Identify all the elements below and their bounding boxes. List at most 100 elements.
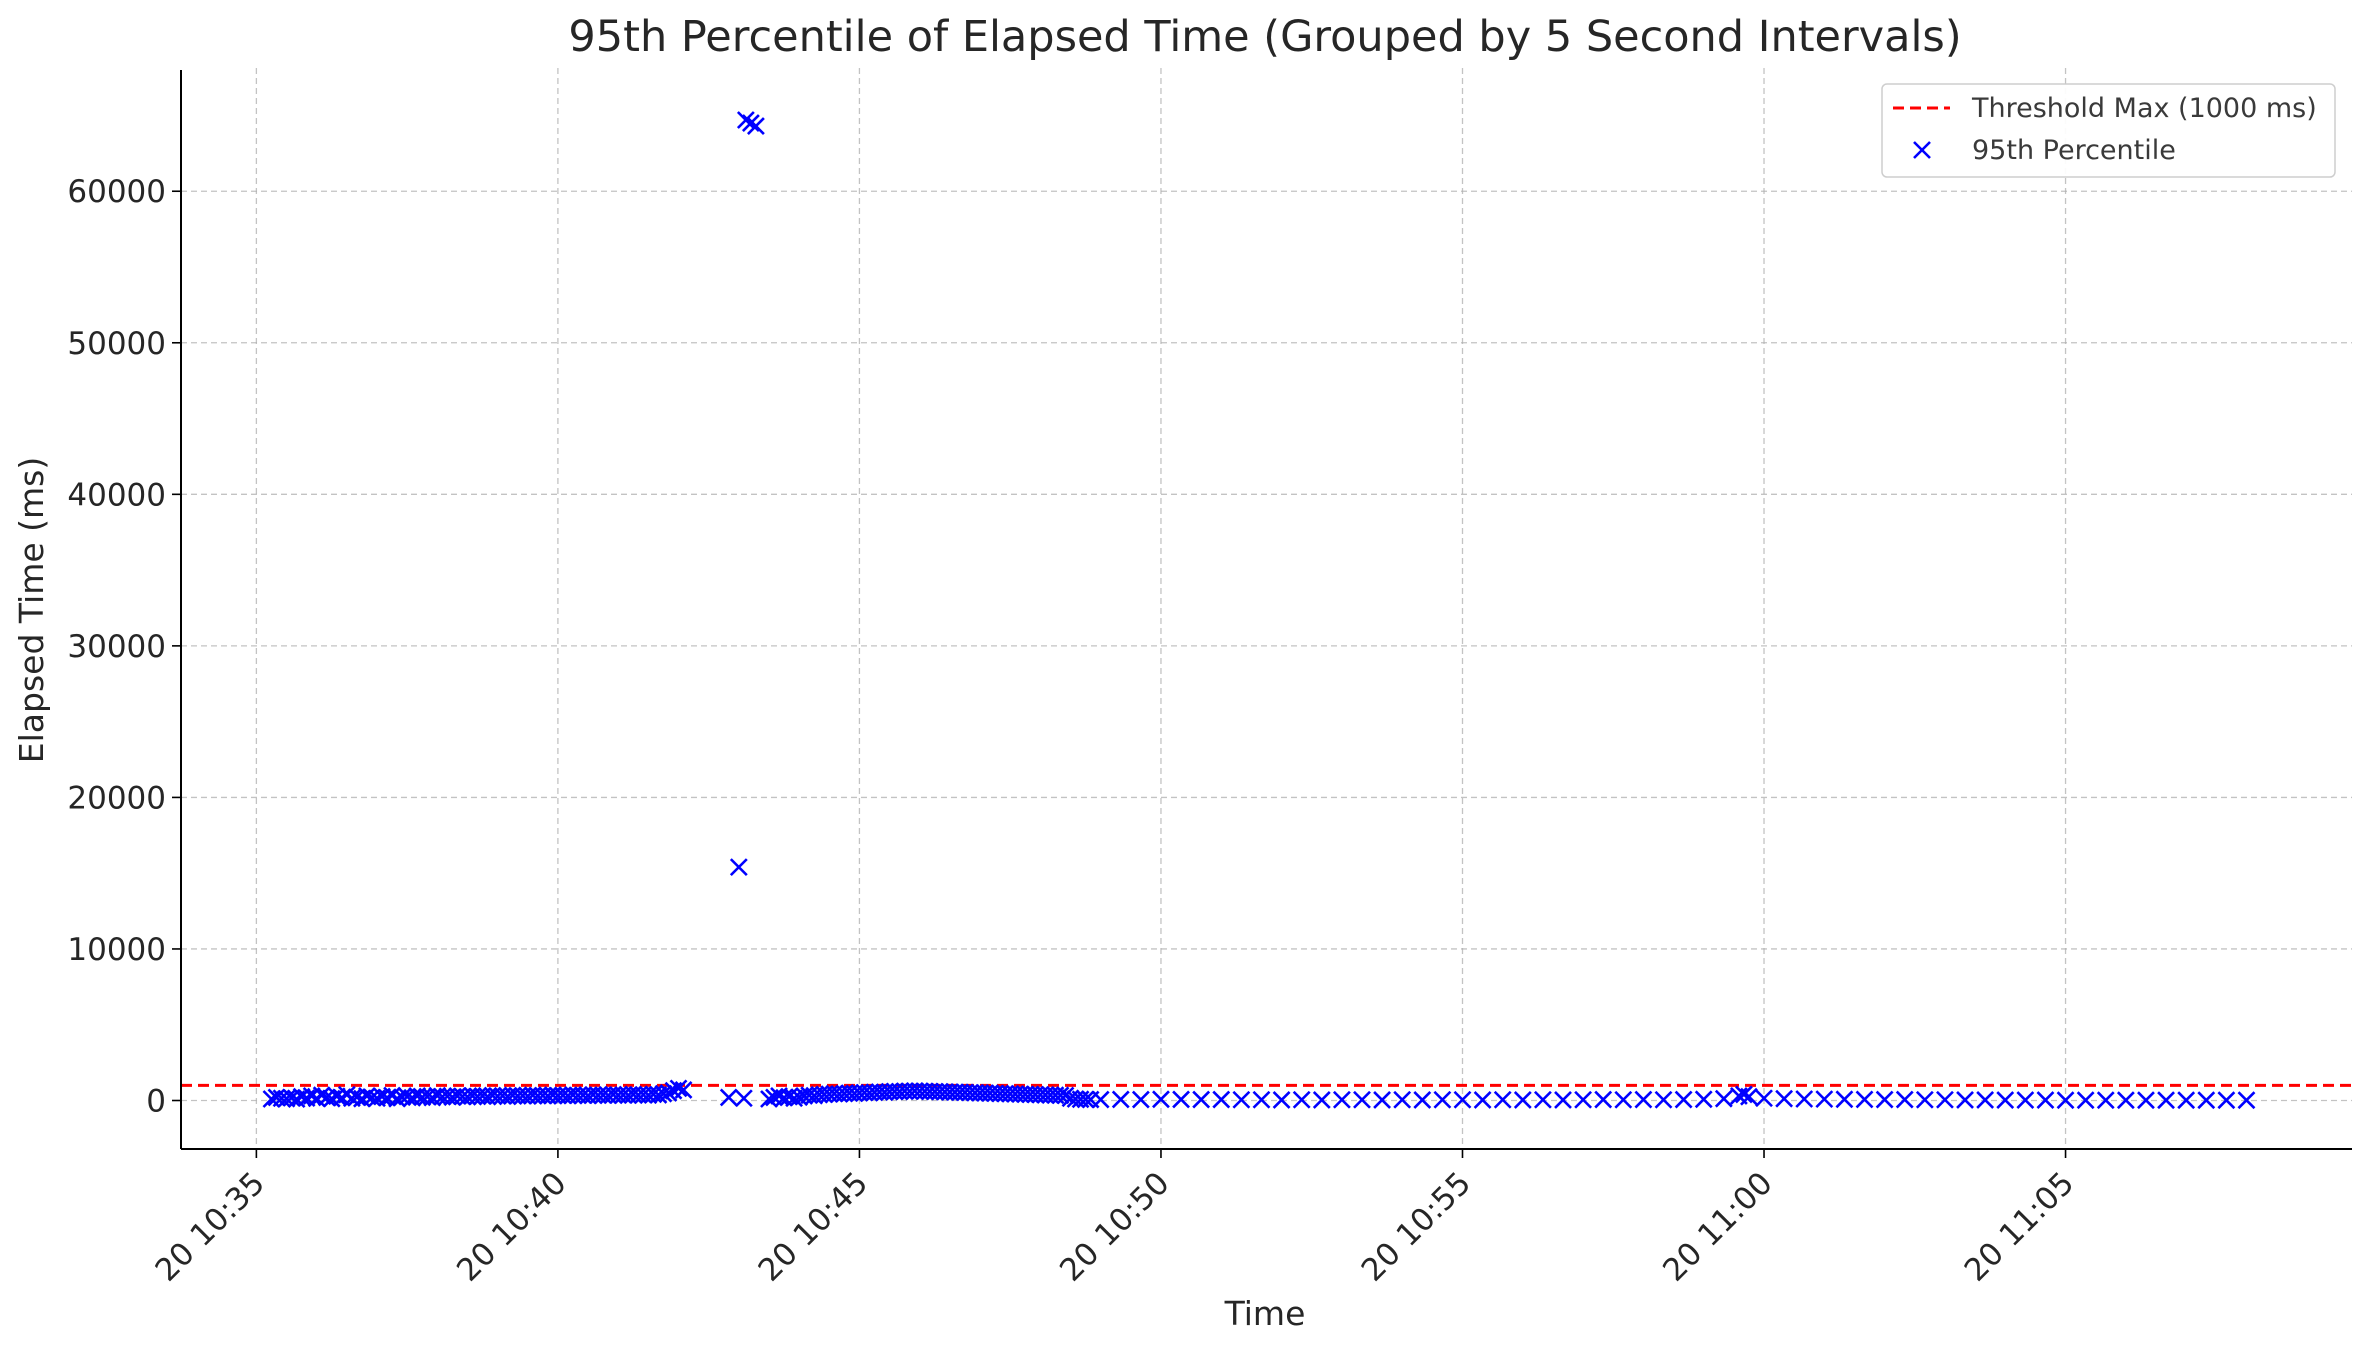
- data-point-marker: [741, 114, 760, 132]
- data-point-marker: [1292, 1090, 1311, 1109]
- data-point-marker: [1574, 1090, 1593, 1109]
- y-tick-label: 30000: [67, 629, 166, 665]
- y-tick-label: 60000: [67, 174, 166, 210]
- chart-title: 95th Percentile of Elapsed Time (Grouped…: [568, 12, 1961, 62]
- data-point-marker: [1252, 1090, 1271, 1109]
- data-point-marker: [736, 111, 755, 129]
- legend-x-marker: [1913, 141, 1931, 159]
- ticks-layer: 20 10:35 20 10:40 20 10:45 20 10:50 20 10:55…: [67, 174, 2081, 1288]
- data-point-marker: [746, 117, 765, 135]
- axes-layer: [180, 70, 2352, 1150]
- y-tick-label: 40000: [67, 477, 166, 513]
- data-point-marker: [2177, 1091, 2196, 1110]
- data-point-marker: [1513, 1090, 1532, 1109]
- data-point-marker: [2056, 1091, 2075, 1110]
- data-point-marker: [1815, 1090, 1834, 1109]
- data-point-marker: [1152, 1090, 1170, 1109]
- data-point-marker: [674, 1080, 693, 1099]
- data-point-marker: [2116, 1091, 2135, 1110]
- data-point-marker: [1976, 1090, 1995, 1109]
- x-tick-label: 20 11:00: [1656, 1165, 1779, 1288]
- data-point-marker: [1172, 1090, 1190, 1109]
- data-point-marker: [1734, 1085, 1753, 1104]
- data-point-marker: [1312, 1090, 1331, 1109]
- data-point-marker: [1051, 1086, 1070, 1105]
- data-point-marker: [1353, 1090, 1371, 1109]
- data-point-marker: [1674, 1090, 1693, 1109]
- x-tick-label: 20 10:45: [752, 1165, 875, 1288]
- legend-percentile-label: 95th Percentile: [1972, 135, 2176, 166]
- data-point-marker: [1433, 1090, 1452, 1109]
- data-point-marker: [1091, 1090, 1110, 1109]
- data-point-marker: [1740, 1087, 1758, 1106]
- data-point-marker: [1835, 1090, 1854, 1109]
- data-point-marker: [1714, 1089, 1733, 1108]
- data-point-marker: [719, 1088, 738, 1107]
- data-point-marker: [1493, 1090, 1512, 1109]
- x-tick-label: 20 10:35: [149, 1165, 272, 1288]
- data-point-marker: [1755, 1089, 1773, 1108]
- data-point-marker: [2157, 1091, 2175, 1110]
- data-point-marker: [1614, 1090, 1633, 1109]
- x-axis-title: Time: [1224, 1294, 1306, 1333]
- data-point-marker: [1533, 1090, 1552, 1109]
- data-point-marker: [2076, 1091, 2095, 1110]
- data-point-marker: [1212, 1090, 1231, 1109]
- data-point-marker: [1996, 1091, 2015, 1109]
- data-point-marker: [1232, 1090, 1251, 1109]
- data-point-marker: [1111, 1090, 1130, 1109]
- data-point-marker: [1915, 1090, 1934, 1109]
- data-point-marker: [729, 858, 748, 877]
- data-point-marker: [1795, 1090, 1814, 1108]
- data-point-marker: [2036, 1091, 2055, 1109]
- data-point-marker: [1634, 1090, 1653, 1109]
- data-point-marker: [1875, 1090, 1894, 1109]
- data-point-marker: [654, 1084, 673, 1103]
- data-point-marker: [1473, 1090, 1492, 1109]
- data-point-marker: [1393, 1090, 1412, 1109]
- y-tick-label: 20000: [67, 780, 166, 816]
- data-point-marker: [1332, 1090, 1351, 1109]
- data-point-marker: [312, 1086, 331, 1105]
- data-point-marker: [1192, 1090, 1211, 1109]
- y-tick-label: 50000: [67, 326, 166, 362]
- data-point-marker: [1775, 1089, 1794, 1108]
- data-point-marker: [734, 1089, 753, 1108]
- points-layer: [262, 111, 2256, 1110]
- x-tick-label: 20 11:05: [1958, 1165, 2081, 1288]
- y-axis-title: Elapsed Time (ms): [12, 457, 51, 763]
- data-point-marker: [1694, 1090, 1713, 1109]
- data-point-marker: [2237, 1091, 2256, 1110]
- data-point-marker: [1272, 1090, 1291, 1109]
- legend: Threshold Max (1000 ms) 95th Percentile: [1881, 83, 2336, 178]
- data-point-marker: [1654, 1090, 1673, 1109]
- y-tick-label: 0: [146, 1084, 166, 1120]
- data-point-marker: [2217, 1091, 2236, 1110]
- x-tick-label: 20 10:55: [1355, 1165, 1478, 1288]
- data-point-marker: [1056, 1086, 1075, 1105]
- x-tick-label: 20 10:40: [450, 1165, 573, 1288]
- y-tick-label: 10000: [67, 932, 166, 968]
- data-point-marker: [1956, 1090, 1974, 1109]
- data-point-marker: [669, 1079, 688, 1098]
- data-point-marker: [2137, 1091, 2155, 1110]
- data-point-marker: [1855, 1090, 1874, 1109]
- data-point-marker: [2016, 1091, 2035, 1109]
- data-point-marker: [1594, 1090, 1613, 1109]
- legend-percentile-marker: [1913, 141, 1931, 159]
- data-point-marker: [1895, 1090, 1914, 1109]
- data-point-marker: [1076, 1090, 1095, 1109]
- legend-threshold-label: Threshold Max (1000 ms): [1971, 93, 2317, 124]
- data-point-marker: [760, 1090, 778, 1108]
- data-point-marker: [1936, 1090, 1954, 1109]
- data-point-marker: [1554, 1090, 1572, 1109]
- data-point-marker: [2197, 1091, 2216, 1110]
- data-point-marker: [1413, 1090, 1432, 1109]
- data-point-marker: [1373, 1090, 1392, 1109]
- grid-layer: [181, 68, 2352, 1149]
- legend-box: [1881, 83, 2336, 178]
- data-point-marker: [659, 1084, 678, 1102]
- data-point-marker: [1453, 1090, 1472, 1109]
